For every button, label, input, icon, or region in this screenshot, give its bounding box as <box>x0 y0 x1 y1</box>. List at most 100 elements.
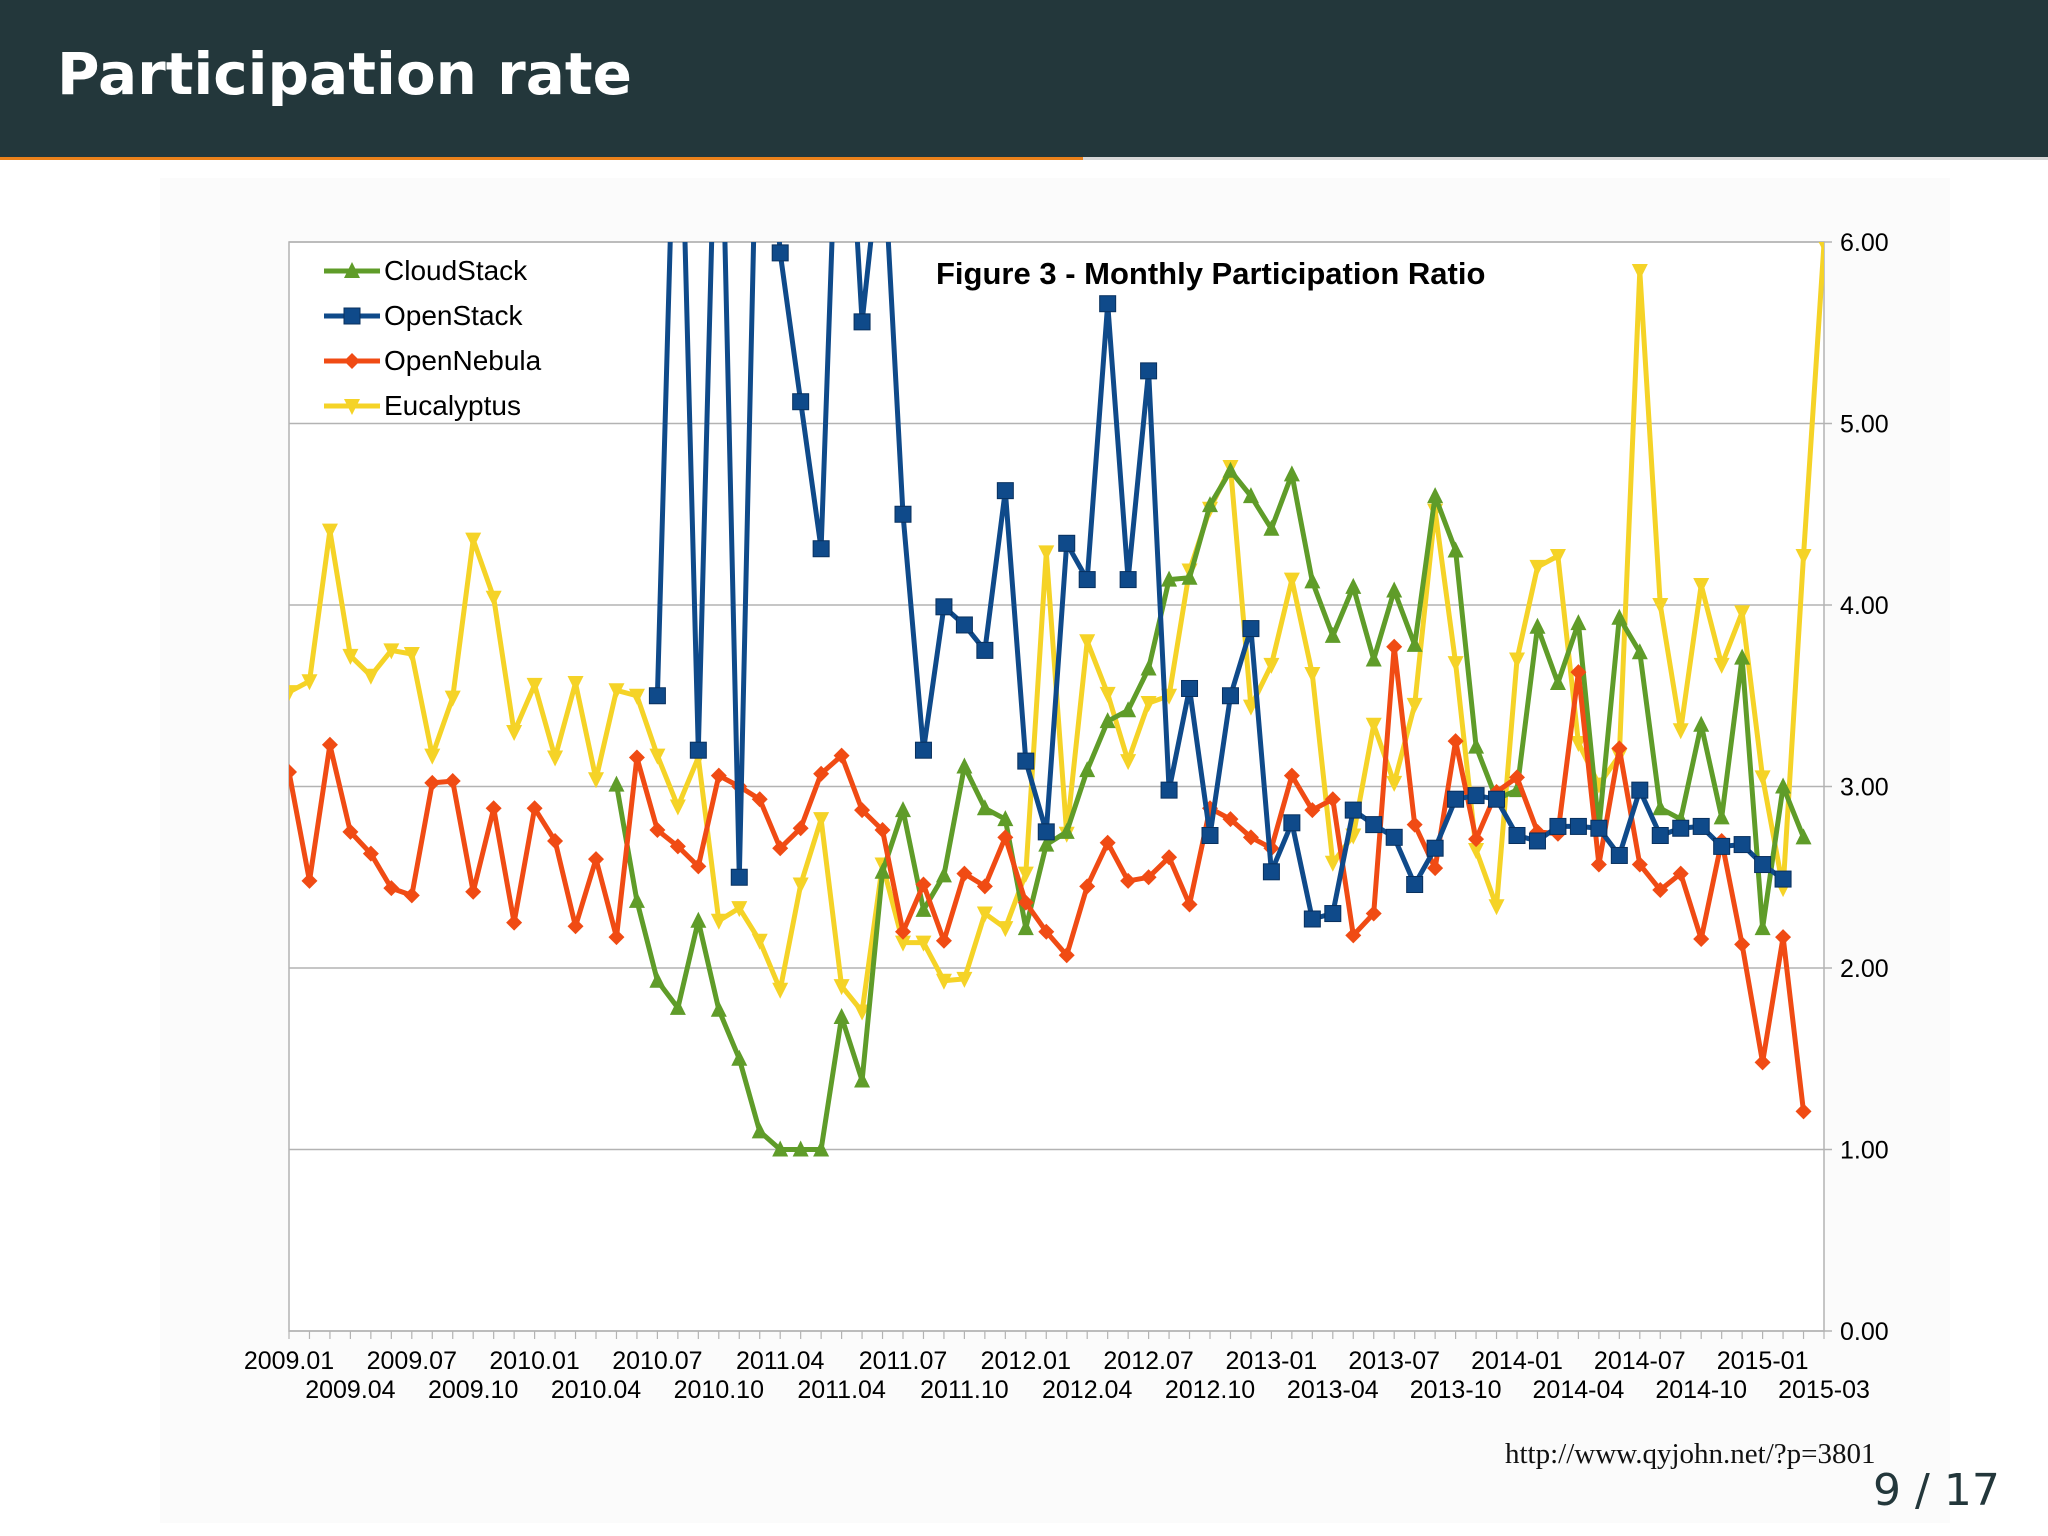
data-point <box>1345 927 1362 944</box>
x-tick-label: 2014-10 <box>1655 1376 1747 1404</box>
data-point <box>1590 819 1608 837</box>
data-point <box>1283 465 1300 482</box>
x-tick-label: 2010.07 <box>612 1347 702 1375</box>
x-tick-label: 2010.10 <box>674 1376 764 1404</box>
data-point <box>485 800 502 817</box>
x-tick-label: 2014-04 <box>1533 1376 1625 1404</box>
data-point <box>1242 829 1259 846</box>
x-tick-label: 2011.04 <box>797 1376 886 1404</box>
data-point <box>730 868 748 886</box>
data-point <box>894 505 912 523</box>
data-point <box>301 674 318 691</box>
data-point <box>1038 835 1055 852</box>
data-point <box>1365 650 1382 667</box>
data-point <box>1017 919 1034 936</box>
data-point <box>895 923 911 940</box>
data-point <box>1447 541 1464 558</box>
data-point <box>465 532 482 549</box>
data-point <box>792 1140 809 1157</box>
data-point <box>1693 930 1710 947</box>
data-point <box>1754 770 1771 787</box>
data-point <box>1692 817 1710 835</box>
data-point <box>1406 876 1424 894</box>
x-tick-label: 2010.04 <box>551 1376 641 1404</box>
chart-title: Figure 3 - Monthly Participation Ratio <box>936 256 1485 291</box>
data-point <box>1528 832 1546 850</box>
data-point <box>996 482 1014 500</box>
data-point <box>444 690 461 707</box>
data-point <box>1427 860 1444 877</box>
data-point <box>935 973 952 990</box>
data-point <box>1201 827 1219 845</box>
data-point <box>976 799 993 816</box>
data-point <box>1713 837 1731 855</box>
data-point <box>1324 791 1341 808</box>
x-tick-label: 2009.07 <box>367 1347 457 1375</box>
legend-swatch-marker <box>344 399 360 415</box>
data-point <box>1386 581 1403 598</box>
data-point <box>1406 816 1423 833</box>
data-point <box>1017 752 1035 770</box>
data-point <box>1631 643 1648 660</box>
data-point <box>1242 487 1259 504</box>
data-point <box>689 741 707 759</box>
data-point <box>833 979 850 996</box>
data-point <box>1242 620 1260 638</box>
data-point <box>1344 801 1362 819</box>
data-point <box>1611 608 1628 625</box>
x-tick-label: 2012.07 <box>1103 1347 1193 1375</box>
data-point <box>485 590 502 607</box>
data-point <box>1488 790 1506 808</box>
data-point <box>383 643 400 660</box>
data-point <box>649 822 666 839</box>
data-point <box>1795 1103 1812 1120</box>
data-point <box>567 676 584 693</box>
data-point <box>1058 822 1075 839</box>
progress-bar-fill <box>0 157 1084 160</box>
data-point <box>1509 769 1525 786</box>
data-point <box>1570 614 1587 631</box>
data-point <box>547 750 564 767</box>
data-point <box>710 1000 727 1017</box>
data-point <box>792 877 809 894</box>
data-point <box>1181 568 1198 585</box>
data-point <box>1303 910 1321 928</box>
slide-header: Participation rate <box>0 0 2048 157</box>
x-tick-label: 2009.04 <box>305 1376 395 1404</box>
data-point <box>342 648 359 665</box>
data-point <box>1488 899 1505 916</box>
data-point <box>289 685 297 702</box>
data-point <box>1304 802 1321 819</box>
data-point <box>1467 787 1485 805</box>
data-point <box>915 900 932 917</box>
data-point <box>1610 846 1628 864</box>
data-point <box>976 878 993 895</box>
data-point <box>567 918 584 935</box>
data-point <box>1202 496 1218 513</box>
x-tick-label: 2009.01 <box>244 1347 334 1375</box>
data-point <box>1263 519 1280 536</box>
data-point <box>1120 872 1137 889</box>
x-tick-label: 2012.04 <box>1042 1376 1132 1404</box>
legend-label: CloudStack <box>384 255 528 286</box>
y-tick-label: 6.00 <box>1840 229 1889 257</box>
x-tick-label: 2013-07 <box>1348 1347 1440 1375</box>
data-point <box>1345 577 1362 594</box>
data-point <box>669 799 686 816</box>
data-point <box>997 921 1014 938</box>
data-point <box>1549 548 1566 565</box>
data-point <box>731 1049 748 1066</box>
data-point <box>1324 855 1341 872</box>
data-point <box>854 802 871 819</box>
data-point <box>690 858 707 875</box>
data-point <box>628 688 645 705</box>
x-tick-label: 2011.04 <box>736 1347 825 1375</box>
data-point <box>1529 617 1546 634</box>
data-point <box>1426 839 1444 857</box>
data-point <box>1569 817 1587 835</box>
y-tick-label: 3.00 <box>1840 774 1889 802</box>
data-point <box>506 914 523 931</box>
data-point <box>383 880 400 897</box>
data-point <box>1386 638 1403 655</box>
